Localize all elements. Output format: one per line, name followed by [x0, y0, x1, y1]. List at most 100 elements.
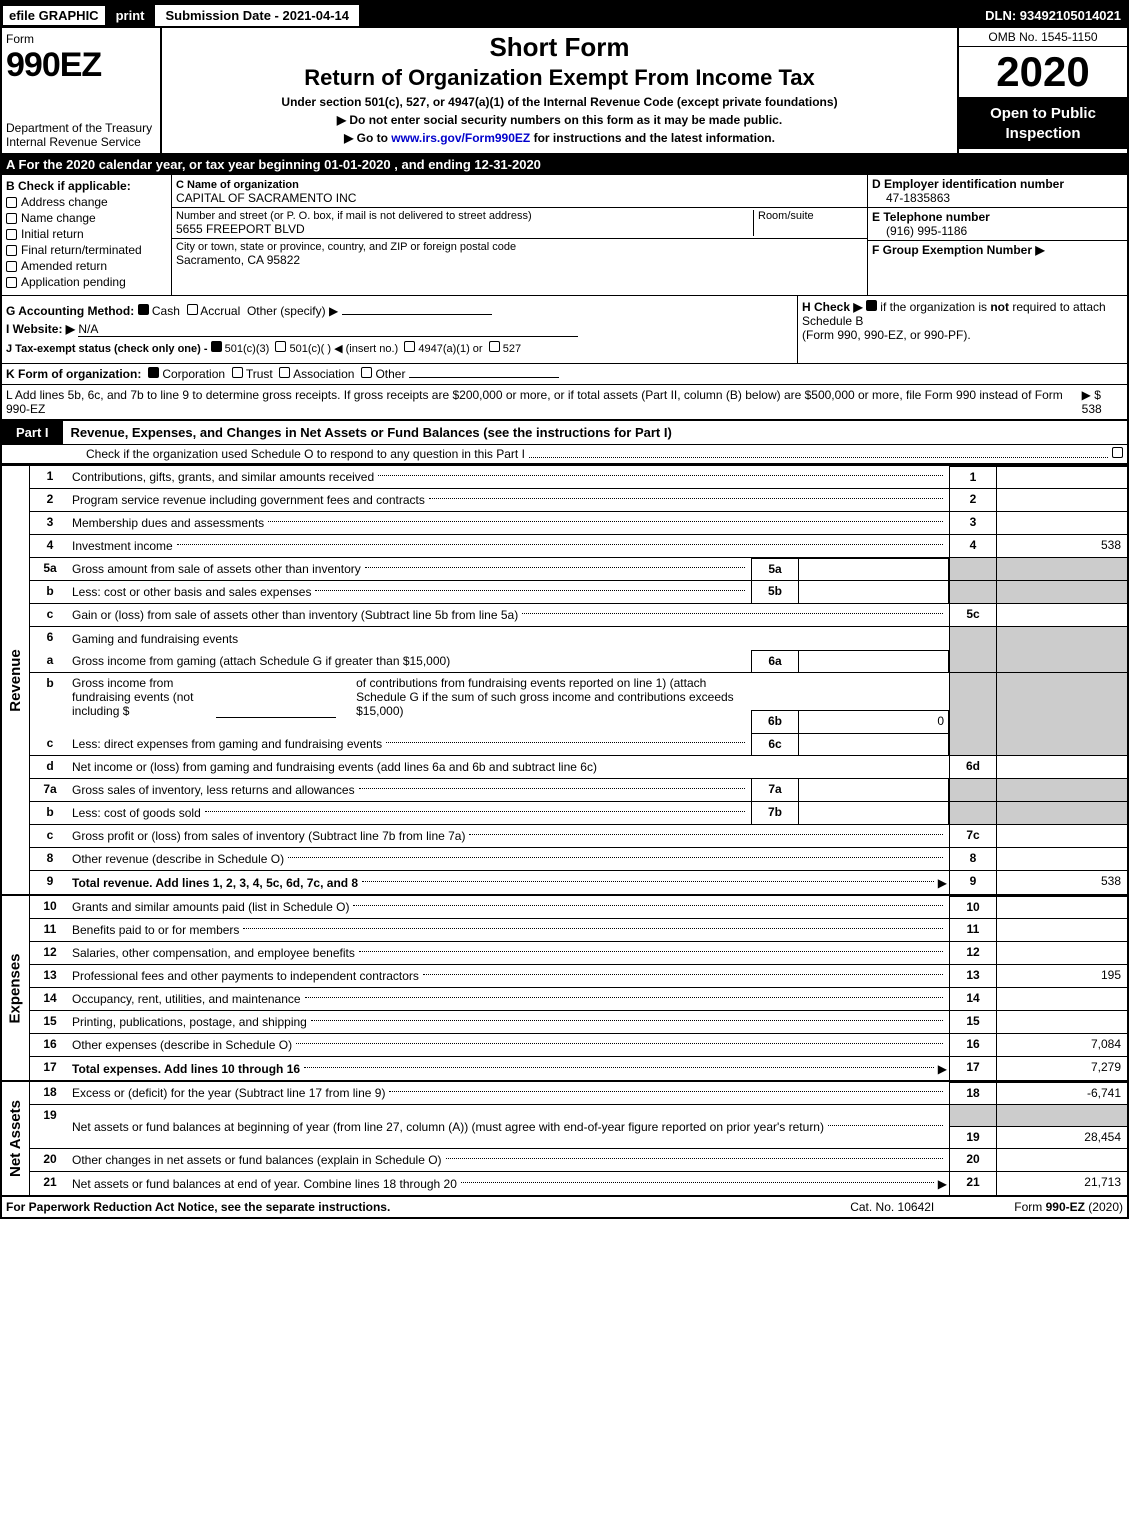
- line-desc: Less: cost or other basis and sales expe…: [72, 585, 311, 599]
- mid-ref: 7a: [751, 779, 799, 801]
- print-button[interactable]: print: [106, 6, 155, 25]
- ssn-warning: ▶ Do not enter social security numbers o…: [170, 113, 949, 127]
- line-desc: Net income or (loss) from gaming and fun…: [72, 760, 597, 774]
- checkbox-4947[interactable]: [404, 341, 415, 352]
- checkbox-527[interactable]: [489, 341, 500, 352]
- g-other-input[interactable]: [342, 314, 492, 315]
- h-not: not: [990, 300, 1009, 314]
- line-num: b: [30, 581, 70, 603]
- grey-cell: [949, 650, 997, 672]
- line-ref: 17: [949, 1057, 997, 1080]
- expenses-section: Expenses 10 Grants and similar amounts p…: [2, 894, 1127, 1080]
- ein-label: D Employer identification number: [872, 177, 1123, 191]
- g-cash: Cash: [152, 304, 180, 318]
- k-corporation: Corporation: [162, 367, 225, 381]
- line-desc: Occupancy, rent, utilities, and maintena…: [72, 992, 301, 1006]
- l-amount: ▶ $ 538: [1082, 388, 1123, 416]
- website-value: N/A: [78, 322, 578, 337]
- top-bar: efile GRAPHIC print Submission Date - 20…: [2, 2, 1127, 28]
- checkbox-501c3[interactable]: [211, 341, 222, 352]
- line-num: 20: [30, 1149, 70, 1171]
- line-num: 10: [30, 896, 70, 918]
- line-ref: 21: [949, 1172, 997, 1195]
- line-num: 4: [30, 535, 70, 557]
- mid-value-6b: 0: [799, 710, 949, 733]
- checkbox-application-pending[interactable]: [6, 277, 17, 288]
- opt-application-pending: Application pending: [21, 275, 126, 289]
- revenue-section: Revenue 1 Contributions, gifts, grants, …: [2, 464, 1127, 894]
- checkbox-name-change[interactable]: [6, 213, 17, 224]
- line-value: 21,713: [997, 1172, 1127, 1195]
- arrow-icon: ▶: [938, 1062, 947, 1076]
- line-value: -6,741: [997, 1082, 1127, 1104]
- checkbox-association[interactable]: [279, 367, 290, 378]
- open-to-public: Open to Public Inspection: [959, 98, 1127, 149]
- ein-value: 47-1835863: [886, 191, 1123, 205]
- i-label: I Website: ▶: [6, 322, 75, 336]
- line-desc: Salaries, other compensation, and employ…: [72, 946, 355, 960]
- checkbox-initial-return[interactable]: [6, 229, 17, 240]
- grey-cell: [997, 733, 1127, 755]
- line-num: b: [30, 802, 70, 824]
- part-1-title: Revenue, Expenses, and Changes in Net As…: [63, 421, 1127, 444]
- line-value: [997, 848, 1127, 870]
- line-num: 19: [30, 1105, 70, 1148]
- irs-link[interactable]: www.irs.gov/Form990EZ: [391, 131, 530, 145]
- grey-cell: [997, 1105, 1127, 1126]
- line-num: 15: [30, 1011, 70, 1033]
- line-ref: 7c: [949, 825, 997, 847]
- checkbox-trust[interactable]: [232, 367, 243, 378]
- mid-ref: 7b: [751, 802, 799, 824]
- mid-ref: 5a: [751, 558, 799, 580]
- check-if-applicable: B Check if applicable: Address change Na…: [2, 175, 172, 295]
- grey-cell: [949, 779, 997, 801]
- catalog-number: Cat. No. 10642I: [770, 1200, 1014, 1214]
- line-desc: Excess or (deficit) for the year (Subtra…: [72, 1086, 385, 1100]
- part1-check-text: Check if the organization used Schedule …: [6, 447, 525, 461]
- revenue-side-label: Revenue: [2, 466, 30, 894]
- checkbox-schedule-b[interactable]: [866, 300, 877, 311]
- input-6b-amount[interactable]: [216, 676, 336, 718]
- checkbox-address-change[interactable]: [6, 197, 17, 208]
- opt-initial-return: Initial return: [21, 227, 84, 241]
- mid-ref: 6c: [751, 733, 799, 755]
- grey-cell: [949, 802, 997, 824]
- line-ref: 4: [949, 535, 997, 557]
- below-entity: G Accounting Method: Cash Accrual Other …: [2, 296, 1127, 364]
- line-num: 6: [30, 627, 70, 650]
- checkbox-corporation[interactable]: [148, 367, 159, 378]
- efile-graphic-button[interactable]: efile GRAPHIC: [2, 5, 106, 26]
- line-num: 12: [30, 942, 70, 964]
- dln-label: DLN: 93492105014021: [985, 8, 1127, 23]
- line-ref: 5c: [949, 604, 997, 626]
- mid-ref: 6b: [751, 710, 799, 733]
- line-value: [997, 756, 1127, 778]
- submission-date-button[interactable]: Submission Date - 2021-04-14: [154, 4, 360, 27]
- g-label: G Accounting Method:: [6, 304, 134, 318]
- checkbox-amended-return[interactable]: [6, 261, 17, 272]
- dept-treasury: Department of the Treasury: [6, 121, 156, 135]
- form-ref: Form 990-EZ (2020): [1014, 1200, 1123, 1214]
- line-ref: 16: [949, 1034, 997, 1056]
- checkbox-501c[interactable]: [275, 341, 286, 352]
- line-desc: Gross amount from sale of assets other t…: [72, 562, 361, 576]
- goto-pre: ▶ Go to: [344, 131, 391, 145]
- checkbox-k-other[interactable]: [361, 367, 372, 378]
- checkbox-cash[interactable]: [138, 304, 149, 315]
- checkbox-accrual[interactable]: [187, 304, 198, 315]
- checkbox-schedule-o[interactable]: [1112, 447, 1123, 458]
- line-value: 195: [997, 965, 1127, 987]
- line-desc: Gross sales of inventory, less returns a…: [72, 783, 355, 797]
- line-value: 7,279: [997, 1057, 1127, 1080]
- line-num: 7a: [30, 779, 70, 801]
- line-desc: Investment income: [72, 539, 173, 553]
- line-desc: Net assets or fund balances at end of ye…: [72, 1177, 457, 1191]
- line-value: 7,084: [997, 1034, 1127, 1056]
- city-state-zip: Sacramento, CA 95822: [176, 253, 863, 267]
- c-label: C Name of organization: [176, 179, 299, 191]
- k-other-input[interactable]: [409, 377, 559, 378]
- grey-cell: [949, 673, 997, 733]
- grey-cell: [997, 650, 1127, 672]
- checkbox-final-return[interactable]: [6, 245, 17, 256]
- opt-amended-return: Amended return: [21, 259, 107, 273]
